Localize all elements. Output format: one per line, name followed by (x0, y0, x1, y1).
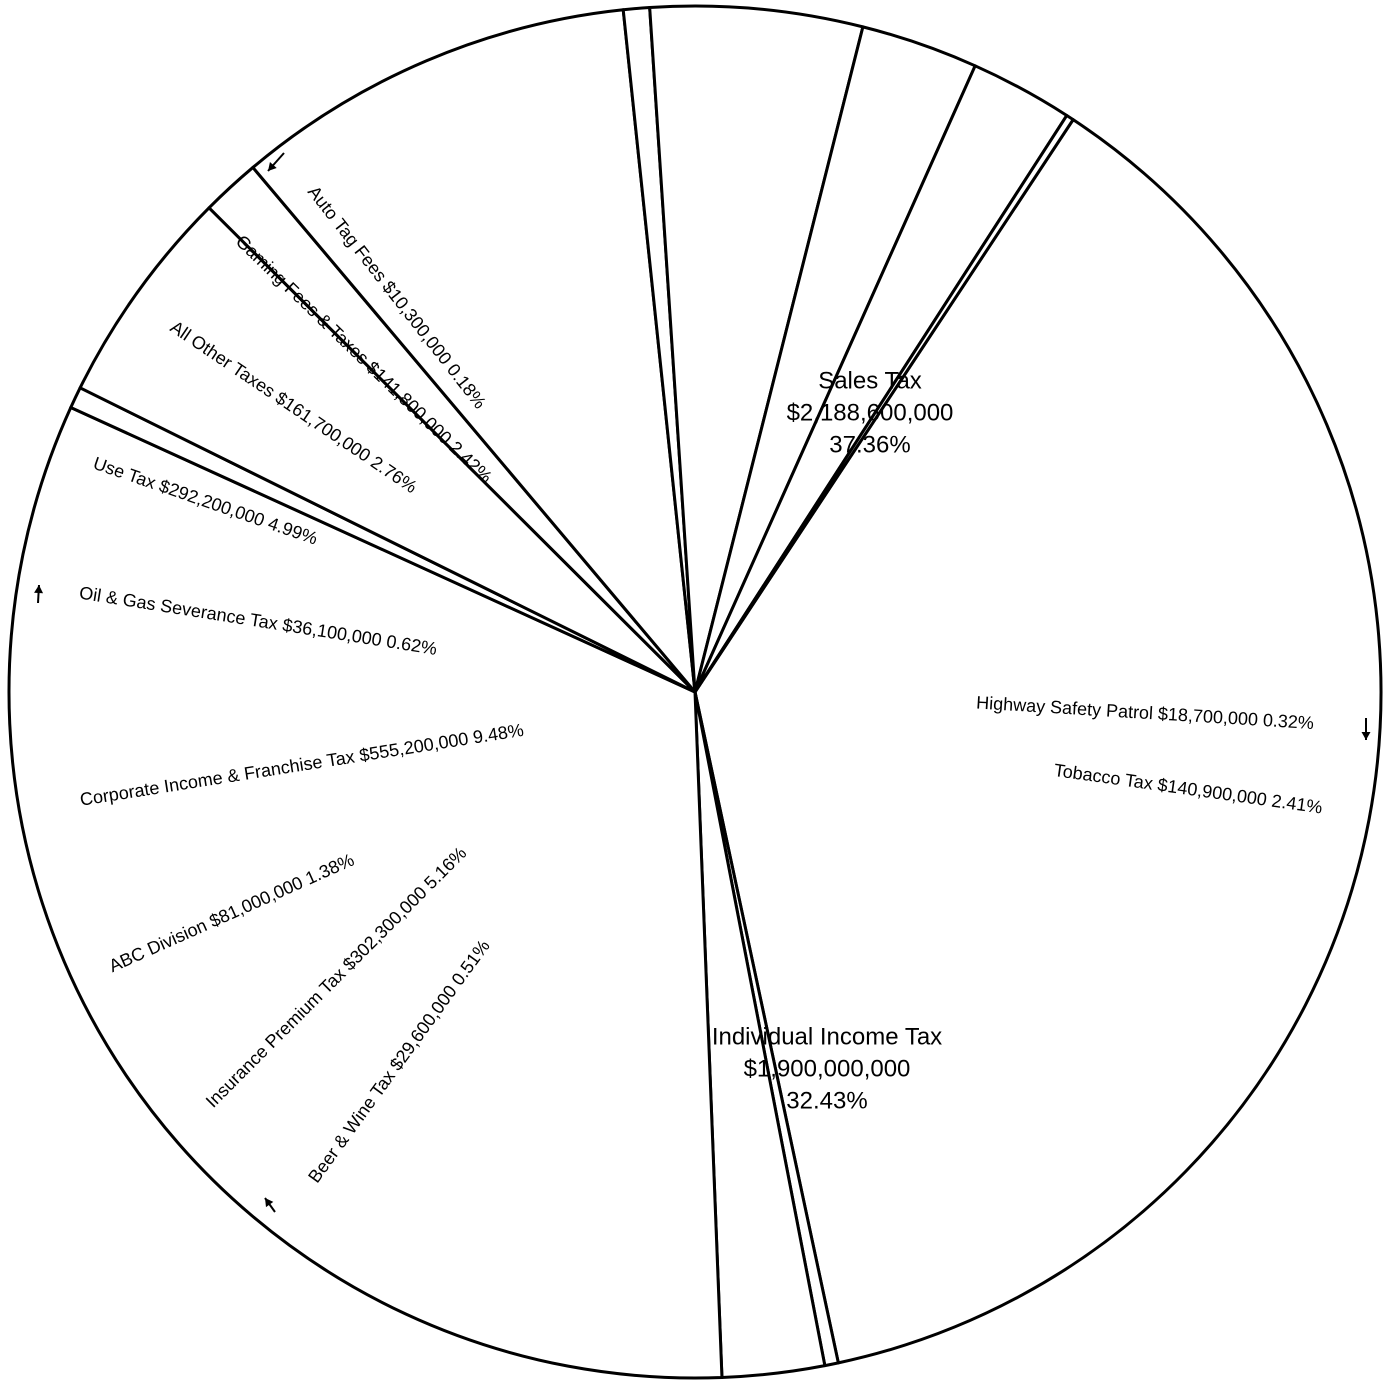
slice-use-tax (648, 4, 865, 694)
slice-auto-tag-fees (693, 113, 1075, 694)
slice-insurance-premium-tax (78, 206, 697, 694)
slice-sales-tax (693, 118, 1383, 1365)
label-arrows (34, 152, 1371, 1213)
label-individual-income-tax: Individual Income Tax $1,900,000,000 32.43… (712, 1023, 942, 1114)
arrow-auto-tag-fees (267, 152, 285, 172)
pie-slices (7, 4, 1383, 1380)
label-sales-tax: Sales Tax $2,188,600,000 37.36% (787, 367, 954, 458)
slice-corporate-income-and-franchise-tax (251, 8, 697, 694)
slice-individual-income-tax (7, 405, 724, 1380)
arrow-beer-and-wine-tax (264, 1197, 276, 1213)
arrow-highway-safety-patrol (1361, 718, 1371, 740)
arrow-oil-and-gas-severance-tax (34, 584, 44, 604)
